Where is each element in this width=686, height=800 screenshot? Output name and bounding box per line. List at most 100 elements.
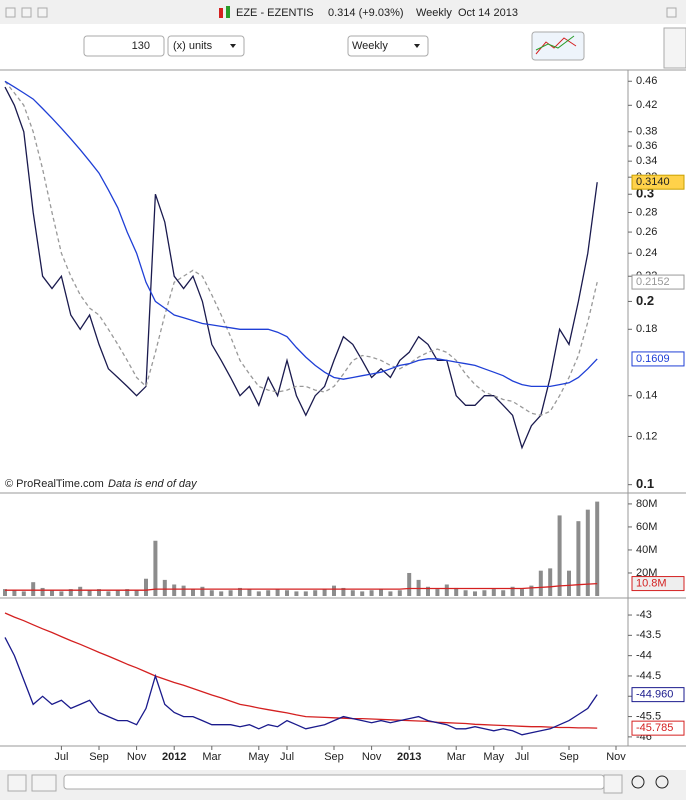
value-label-box [631, 576, 685, 592]
x-tick-label: 2013 [397, 751, 421, 763]
value-label-box [631, 274, 685, 290]
volume-bar [322, 589, 327, 596]
y-tick-label: 0.46 [636, 75, 657, 87]
volume-bar [313, 590, 318, 596]
x-tick-label: Nov [362, 751, 382, 763]
bars-count: 130 [132, 40, 150, 52]
volume-bar [106, 591, 111, 596]
volume-bar [144, 578, 148, 596]
window-button[interactable] [21, 7, 32, 18]
x-tick-label: Sep [324, 751, 344, 763]
value-label-box [631, 687, 685, 703]
note: Data is end of day [108, 478, 198, 490]
y-tick-label: 0.34 [636, 155, 657, 167]
volume-bar [510, 586, 515, 596]
volume-bar [266, 590, 271, 596]
volume-bar [247, 589, 252, 596]
volume-bar [491, 589, 496, 596]
volume-bar [426, 586, 430, 596]
zoom-out[interactable] [631, 775, 645, 789]
volume-bar [181, 585, 186, 596]
x-tick-label: Sep [89, 751, 109, 763]
volume-bar [350, 590, 355, 596]
x-tick-label: May [483, 751, 504, 763]
volume-bar [275, 589, 280, 596]
volume-bar [40, 587, 45, 596]
x-tick-label: Mar [447, 751, 466, 763]
value-label: 0.2152 [636, 276, 670, 288]
value-label-box [631, 720, 685, 736]
volume-bar [529, 585, 534, 596]
volume-bar [97, 589, 101, 596]
volume-bar [256, 591, 261, 596]
volume-bar [31, 582, 36, 596]
y-tick-label: 0.14 [636, 390, 657, 402]
volume-bar [191, 589, 195, 596]
candle-icon [219, 8, 223, 18]
volume-bar [585, 509, 590, 596]
y-tick-label: 0.12 [636, 430, 657, 442]
volume-bar [78, 586, 83, 596]
y-tick-label: 0.38 [636, 126, 657, 138]
window-button[interactable] [5, 7, 16, 18]
window-button[interactable] [37, 7, 48, 18]
icon [535, 35, 575, 51]
scrollbar[interactable] [63, 774, 605, 790]
source: © ProRealTime.com [5, 478, 104, 490]
bars-input[interactable] [83, 35, 165, 57]
x-tick-label: Sep [559, 751, 579, 763]
units: (x) units [173, 40, 213, 52]
x-tick-label: Nov [127, 751, 147, 763]
zoom-in[interactable] [655, 775, 669, 789]
volume-bar [482, 590, 487, 596]
y-tick-label: 0.24 [636, 247, 657, 259]
volume-bar [397, 590, 402, 596]
volume-bar [134, 590, 139, 596]
volume-bar [341, 587, 346, 596]
volume-bar [435, 589, 440, 596]
volume-bar [285, 590, 289, 596]
y-tick-label: -45.5 [636, 710, 661, 722]
volume-bar [219, 591, 224, 596]
y-tick-label: 40M [636, 544, 657, 556]
volume-bar [172, 584, 177, 596]
volume-bar [595, 501, 600, 596]
volume-bar [68, 589, 73, 596]
y-tick-label: 0.42 [636, 99, 657, 111]
x-tick-label: Nov [606, 751, 626, 763]
volume-bar [21, 591, 26, 596]
volume-bar [303, 591, 308, 596]
tool-button[interactable] [7, 774, 27, 792]
volume-bar [332, 585, 336, 596]
volume-bar [454, 587, 459, 596]
indicators-button[interactable] [531, 31, 585, 61]
tool-button[interactable] [603, 774, 623, 794]
y-tick-label: -43.5 [636, 629, 661, 641]
volume-bar [360, 591, 365, 596]
dropdown-arrow [230, 44, 236, 48]
volume-bar [238, 587, 242, 596]
y-tick-label: -44 [636, 650, 652, 662]
period-select[interactable] [347, 35, 429, 57]
volume-bar [50, 590, 54, 596]
units-select[interactable] [167, 35, 245, 57]
x-tick-label: Jul [515, 751, 529, 763]
side-button[interactable] [663, 27, 686, 69]
x-tick-label: Jul [280, 751, 294, 763]
series-line [4, 80, 598, 416]
volume-bar [3, 589, 7, 596]
volume-bar [209, 590, 214, 596]
volume-bar [388, 591, 393, 596]
volume-bar [59, 591, 64, 596]
volume-bar [576, 521, 581, 596]
y-tick-label: 80M [636, 498, 657, 510]
y-tick-label: 0.28 [636, 206, 657, 218]
volume-bar [538, 570, 543, 596]
tool-button[interactable] [31, 774, 57, 792]
window-button[interactable] [666, 7, 677, 18]
date: Oct 14 2013 [458, 7, 518, 19]
period: Weekly [416, 7, 452, 19]
x-tick-label: Jul [54, 751, 68, 763]
series-line [4, 612, 598, 729]
volume-bar [87, 590, 92, 596]
